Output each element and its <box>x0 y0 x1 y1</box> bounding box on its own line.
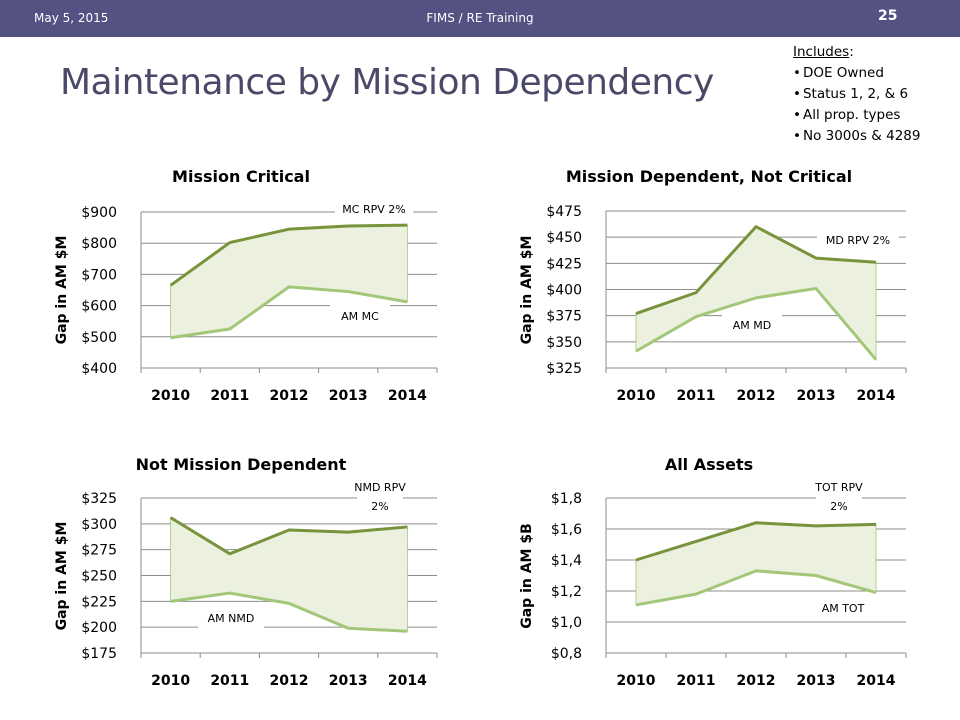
y-tick-label: $1,2 <box>551 584 582 600</box>
y-tick-label: $225 <box>81 594 117 610</box>
x-tick-label: 2014 <box>388 673 427 689</box>
y-axis-label: Gap in AM $B <box>519 523 535 629</box>
series-label: AM TOT <box>822 602 865 615</box>
y-tick-label: $1,0 <box>551 615 582 631</box>
x-tick-label: 2013 <box>329 673 368 689</box>
y-tick-label: $475 <box>546 204 582 220</box>
series-label: MD RPV 2% <box>826 234 890 247</box>
y-tick-label: $350 <box>546 335 582 351</box>
includes-item: DOE Owned <box>793 63 920 84</box>
y-tick-label: $375 <box>546 309 582 325</box>
includes-item: No 3000s & 4289 <box>793 126 921 147</box>
y-tick-label: $250 <box>81 569 117 585</box>
chart-title: Mission Dependent, Not Critical <box>566 167 852 186</box>
x-tick-label: 2014 <box>388 388 427 404</box>
x-tick-label: 2011 <box>210 388 249 404</box>
y-axis-label: Gap in AM $M <box>54 522 70 631</box>
y-tick-label: $600 <box>81 299 117 315</box>
series-label: 2% <box>830 500 847 513</box>
x-tick-label: 2012 <box>737 673 776 689</box>
includes-item: All prop. types <box>793 105 920 126</box>
chart-title: Mission Critical <box>172 167 310 186</box>
includes-heading: Includes <box>793 44 850 60</box>
y-tick-label: $325 <box>81 491 117 507</box>
series-label-bg <box>722 314 782 337</box>
gap-area <box>635 522 877 606</box>
x-tick-label: 2011 <box>210 673 249 689</box>
x-tick-label: 2013 <box>797 673 836 689</box>
y-tick-label: $450 <box>546 230 582 246</box>
series-label: AM MD <box>733 319 771 332</box>
series-label: AM NMD <box>208 612 255 625</box>
x-tick-label: 2014 <box>857 388 896 404</box>
series-label: AM MC <box>341 310 379 323</box>
y-tick-label: $425 <box>546 256 582 272</box>
y-tick-label: $500 <box>81 330 117 346</box>
slide-number: 25 <box>878 8 898 24</box>
x-tick-label: 2011 <box>677 673 716 689</box>
x-tick-label: 2013 <box>797 388 836 404</box>
series-label-bg <box>357 476 403 518</box>
includes-item: Status 1, 2, & 6 <box>793 84 920 105</box>
includes-list: DOE Owned Status 1, 2, & 6 All prop. typ… <box>793 63 921 147</box>
slide-header-bar: May 5, 2015 FIMS / RE Training 25 <box>0 0 960 37</box>
series-label-bg <box>198 607 264 630</box>
slide-footer-title: FIMS / RE Training <box>426 11 534 25</box>
y-tick-label: $200 <box>81 620 117 636</box>
x-tick-label: 2011 <box>677 388 716 404</box>
x-tick-label: 2012 <box>737 388 776 404</box>
slide-date: May 5, 2015 <box>34 11 109 25</box>
includes-heading-line: Includes: <box>793 42 920 63</box>
y-tick-label: $275 <box>81 543 117 559</box>
series-label-bg <box>817 229 899 252</box>
series-label: NMD RPV <box>354 481 406 494</box>
y-tick-label: $700 <box>81 267 117 283</box>
x-tick-label: 2012 <box>270 673 309 689</box>
y-tick-label: $400 <box>546 283 582 299</box>
y-tick-label: $325 <box>546 361 582 377</box>
y-tick-label: $1,8 <box>551 491 582 507</box>
y-tick-label: $1,4 <box>551 553 582 569</box>
series-label-bg <box>330 305 390 328</box>
y-tick-label: $300 <box>81 517 117 533</box>
x-tick-label: 2014 <box>857 673 896 689</box>
page-title: Maintenance by Mission Dependency <box>60 62 714 103</box>
x-tick-label: 2010 <box>151 388 190 404</box>
x-tick-label: 2012 <box>270 388 309 404</box>
x-tick-label: 2010 <box>617 673 656 689</box>
y-tick-label: $800 <box>81 236 117 252</box>
series-label-bg <box>813 597 873 620</box>
series-label: MC RPV 2% <box>342 203 405 216</box>
y-axis-label: Gap in AM $M <box>519 236 535 345</box>
y-axis-label: Gap in AM $M <box>54 236 70 345</box>
includes-heading-colon: : <box>849 44 854 60</box>
series-label-bg <box>335 198 413 221</box>
x-tick-label: 2013 <box>329 388 368 404</box>
y-tick-label: $900 <box>81 205 117 221</box>
includes-box: Includes: DOE Owned Status 1, 2, & 6 All… <box>793 42 920 147</box>
x-tick-label: 2010 <box>151 673 190 689</box>
series-label: TOT RPV <box>814 481 863 494</box>
y-tick-label: $0,8 <box>551 646 582 662</box>
series-label-bg <box>816 476 862 518</box>
y-tick-label: $400 <box>81 361 117 377</box>
y-tick-label: $1,6 <box>551 522 582 538</box>
chart-title: Not Mission Dependent <box>136 455 347 474</box>
series-label: 2% <box>371 500 388 513</box>
chart-title: All Assets <box>665 455 753 474</box>
y-tick-label: $175 <box>81 646 117 662</box>
x-tick-label: 2010 <box>617 388 656 404</box>
